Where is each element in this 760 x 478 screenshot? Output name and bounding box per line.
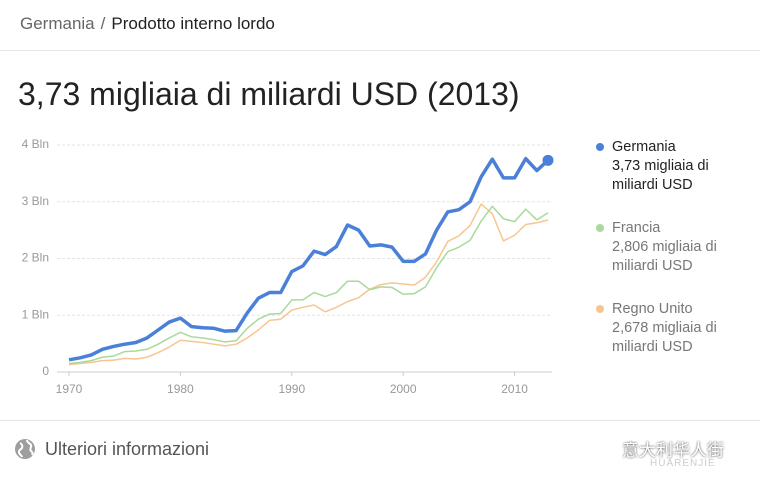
legend-value: 3,73 migliaia di miliardi USD <box>612 158 709 193</box>
breadcrumb: Germania / Prodotto interno lordo <box>20 14 275 34</box>
breadcrumb-separator: / <box>100 14 106 33</box>
x-tick-label: 1990 <box>278 382 305 396</box>
chart-title: 3,73 migliaia di miliardi USD (2013) <box>18 76 520 112</box>
watermark-sub: HUARENJIE <box>650 458 716 469</box>
x-tick-label: 2010 <box>501 382 528 396</box>
x-tick-label: 1970 <box>56 382 83 396</box>
watermark: 意大利华人街 <box>622 441 724 460</box>
legend-entry[interactable]: Regno Unito 2,678 migliaia di miliardi US… <box>596 300 742 357</box>
legend-entry[interactable]: Germania 3,73 migliaia di miliardi USD <box>596 138 742 195</box>
legend-dot <box>596 224 604 232</box>
legend-name: Francia <box>612 220 661 236</box>
y-tick-label: 4 Bln <box>22 137 49 151</box>
divider <box>0 50 760 51</box>
y-tick-label: 1 Bln <box>22 307 49 321</box>
legend-dot <box>596 305 604 313</box>
y-tick-label: 2 Bln <box>22 251 49 265</box>
x-tick-label: 2000 <box>390 382 417 396</box>
series-line <box>68 203 549 366</box>
divider <box>0 420 760 421</box>
x-tick-label: 1980 <box>167 382 194 396</box>
series-line <box>68 205 549 365</box>
chart: 0 1 Bln 2 Bln 3 Bln 4 Bln 1970 1980 1990 2000 201… <box>22 137 554 396</box>
y-tick-label: 0 <box>42 364 49 378</box>
more-info-link[interactable]: Ulteriori informazioni <box>45 439 210 459</box>
legend-name: Germania <box>612 139 676 155</box>
legend-entry[interactable]: Francia 2,806 migliaia di miliardi USD <box>596 219 742 276</box>
series-line <box>68 156 550 362</box>
legend-value: 2,678 migliaia di miliardi USD <box>612 320 717 355</box>
endpoint-dot <box>542 154 554 166</box>
y-tick-label: 3 Bln <box>22 194 49 208</box>
globe-icon <box>15 439 35 459</box>
breadcrumb-indicator: Prodotto interno lordo <box>111 14 275 33</box>
legend-value: 2,806 migliaia di miliardi USD <box>612 239 717 274</box>
breadcrumb-country[interactable]: Germania <box>20 14 95 33</box>
legend-name: Regno Unito <box>612 301 693 317</box>
legend-dot <box>596 143 604 151</box>
legend: Germania 3,73 migliaia di miliardi USD Fra… <box>596 138 742 369</box>
